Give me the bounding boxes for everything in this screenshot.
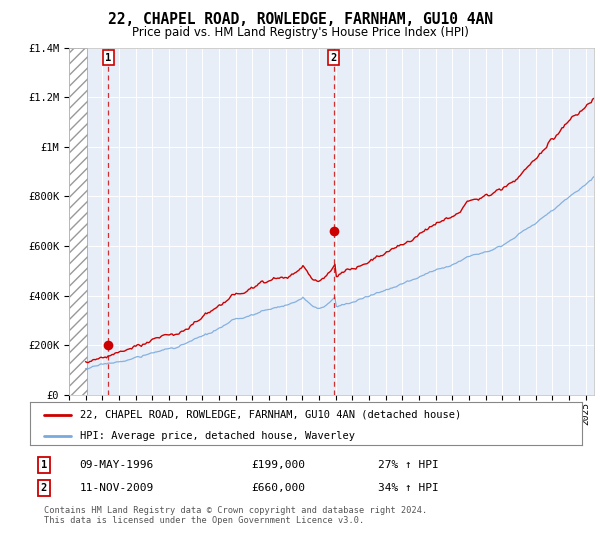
Bar — [69, 48, 87, 395]
Text: £199,000: £199,000 — [251, 460, 305, 470]
Text: 27% ↑ HPI: 27% ↑ HPI — [378, 460, 439, 470]
Text: 34% ↑ HPI: 34% ↑ HPI — [378, 483, 439, 493]
Text: HPI: Average price, detached house, Waverley: HPI: Average price, detached house, Wave… — [80, 431, 355, 441]
Text: 09-MAY-1996: 09-MAY-1996 — [80, 460, 154, 470]
Text: 22, CHAPEL ROAD, ROWLEDGE, FARNHAM, GU10 4AN: 22, CHAPEL ROAD, ROWLEDGE, FARNHAM, GU10… — [107, 12, 493, 27]
Text: 2: 2 — [331, 53, 337, 63]
Text: 11-NOV-2009: 11-NOV-2009 — [80, 483, 154, 493]
Text: 1: 1 — [105, 53, 112, 63]
Text: £660,000: £660,000 — [251, 483, 305, 493]
Text: 22, CHAPEL ROAD, ROWLEDGE, FARNHAM, GU10 4AN (detached house): 22, CHAPEL ROAD, ROWLEDGE, FARNHAM, GU10… — [80, 409, 461, 419]
Text: Contains HM Land Registry data © Crown copyright and database right 2024.
This d: Contains HM Land Registry data © Crown c… — [44, 506, 427, 525]
Text: 1: 1 — [41, 460, 47, 470]
Text: Price paid vs. HM Land Registry's House Price Index (HPI): Price paid vs. HM Land Registry's House … — [131, 26, 469, 39]
Text: 2: 2 — [41, 483, 47, 493]
